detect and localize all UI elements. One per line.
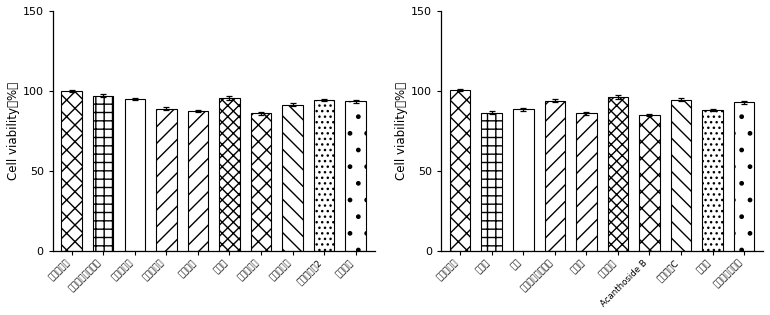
Bar	[576, 113, 597, 251]
Bar	[156, 109, 176, 251]
Bar	[639, 115, 660, 251]
Bar	[702, 110, 723, 251]
Y-axis label: Cell viability（%）: Cell viability（%）	[396, 82, 408, 180]
Bar	[219, 98, 239, 251]
Bar	[62, 91, 82, 251]
Bar	[481, 112, 502, 251]
Bar	[125, 99, 145, 251]
Bar	[251, 113, 271, 251]
Bar	[513, 109, 534, 251]
Bar	[314, 100, 334, 251]
Bar	[346, 101, 366, 251]
Bar	[734, 102, 755, 251]
Bar	[671, 100, 691, 251]
Bar	[93, 96, 113, 251]
Bar	[188, 111, 208, 251]
Bar	[544, 100, 565, 251]
Bar	[450, 90, 470, 251]
Bar	[608, 97, 628, 251]
Bar	[283, 105, 303, 251]
Y-axis label: Cell viability（%）: Cell viability（%）	[7, 82, 20, 180]
